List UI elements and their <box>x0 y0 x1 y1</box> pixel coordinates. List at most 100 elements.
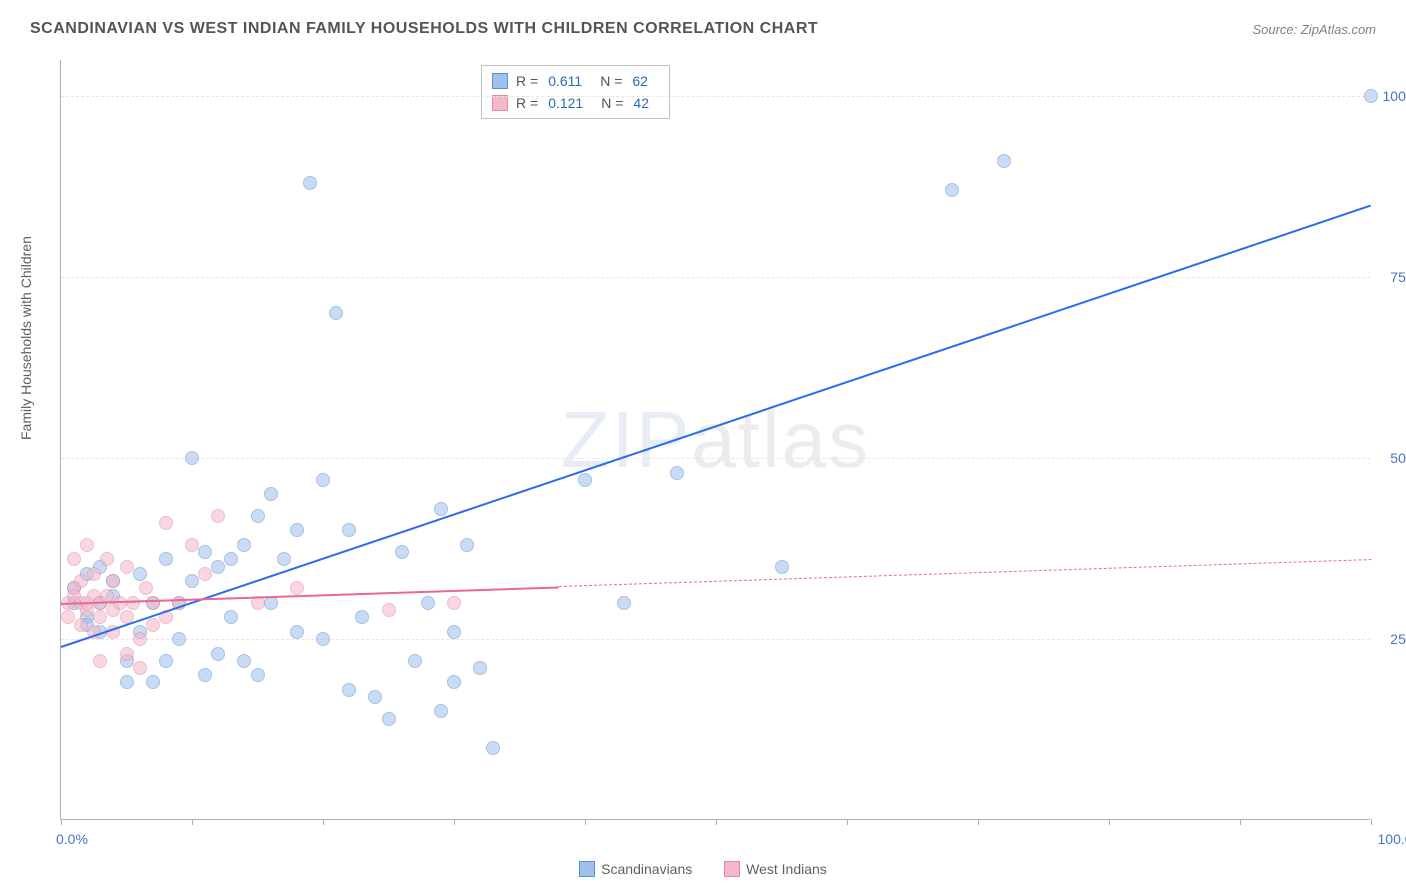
x-tick <box>1109 819 1110 825</box>
scatter-point <box>382 603 396 617</box>
scatter-point <box>473 661 487 675</box>
r-value-1: 0.611 <box>548 70 582 92</box>
legend-label-1: Scandinavians <box>601 861 692 877</box>
scatter-point <box>146 618 160 632</box>
scatter-point <box>303 176 317 190</box>
scatter-point <box>198 567 212 581</box>
scatter-point <box>100 552 114 566</box>
scatter-point <box>80 538 94 552</box>
scatter-point <box>198 668 212 682</box>
scatter-point <box>368 690 382 704</box>
legend-row-1: R = 0.611 N = 62 <box>492 70 659 92</box>
x-tick <box>847 819 848 825</box>
scatter-point <box>670 466 684 480</box>
swatch-westindian-bottom-icon <box>724 861 740 877</box>
scatter-point <box>74 574 88 588</box>
gridline <box>61 277 1370 278</box>
scatter-point <box>80 603 94 617</box>
scatter-point <box>342 683 356 697</box>
scatter-point <box>61 610 75 624</box>
scatter-point <box>67 552 81 566</box>
scatter-point <box>185 538 199 552</box>
watermark-atlas: atlas <box>691 395 870 484</box>
scatter-point <box>237 538 251 552</box>
x-tick <box>454 819 455 825</box>
scatter-point <box>447 625 461 639</box>
scatter-point <box>382 712 396 726</box>
scatter-point <box>395 545 409 559</box>
y-tick-label: 75.0% <box>1390 269 1406 285</box>
x-tick <box>323 819 324 825</box>
scatter-point <box>460 538 474 552</box>
scatter-point <box>224 552 238 566</box>
y-tick-label: 25.0% <box>1390 631 1406 647</box>
scatter-point <box>185 574 199 588</box>
gridline <box>61 639 1370 640</box>
scatter-point <box>264 596 278 610</box>
watermark: ZIPatlas <box>561 394 870 486</box>
chart-title: SCANDINAVIAN VS WEST INDIAN FAMILY HOUSE… <box>30 20 818 38</box>
scatter-point <box>617 596 631 610</box>
source-label: Source: ZipAtlas.com <box>1252 22 1376 37</box>
x-tick <box>1371 819 1372 825</box>
trend-line <box>61 586 559 604</box>
n-value-1: 62 <box>632 70 648 92</box>
scatter-point <box>237 654 251 668</box>
scatter-point <box>172 632 186 646</box>
scatter-point <box>264 487 278 501</box>
scatter-point <box>87 567 101 581</box>
scatter-point <box>133 567 147 581</box>
y-axis-label: Family Households with Children <box>18 236 34 440</box>
scatter-point <box>434 704 448 718</box>
scatter-point <box>133 632 147 646</box>
x-tick <box>61 819 62 825</box>
y-tick-label: 50.0% <box>1390 450 1406 466</box>
scatter-point <box>775 560 789 574</box>
scatter-point <box>146 675 160 689</box>
scatter-point <box>945 183 959 197</box>
scatter-point <box>120 560 134 574</box>
scatter-point <box>329 306 343 320</box>
scatter-point <box>211 560 225 574</box>
scatter-point <box>486 741 500 755</box>
legend-bottom: Scandinavians West Indians <box>0 861 1406 880</box>
scatter-point <box>447 596 461 610</box>
plot-area: ZIPatlas R = 0.611 N = 62 R = 0.121 N = … <box>60 60 1370 820</box>
gridline <box>61 96 1370 97</box>
scatter-point <box>447 675 461 689</box>
r-label: R = <box>516 70 538 92</box>
scatter-point <box>120 647 134 661</box>
scatter-point <box>93 654 107 668</box>
scatter-point <box>211 647 225 661</box>
scatter-point <box>316 473 330 487</box>
scatter-point <box>251 668 265 682</box>
x-tick <box>585 819 586 825</box>
scatter-point <box>224 610 238 624</box>
scatter-point <box>185 451 199 465</box>
scatter-point <box>74 618 88 632</box>
scatter-point <box>290 625 304 639</box>
scatter-point <box>126 596 140 610</box>
x-max-label: 100.0% <box>1378 831 1406 847</box>
scatter-point <box>146 596 160 610</box>
legend-label-2: West Indians <box>746 861 827 877</box>
n-label: N = <box>600 70 622 92</box>
x-tick <box>716 819 717 825</box>
scatter-point <box>290 523 304 537</box>
legend-item-westindian: West Indians <box>724 861 827 877</box>
x-tick <box>192 819 193 825</box>
y-tick-label: 100.0% <box>1383 88 1406 104</box>
x-tick <box>1240 819 1241 825</box>
scatter-point <box>316 632 330 646</box>
legend-item-scandinavian: Scandinavians <box>579 861 692 877</box>
scatter-point <box>159 552 173 566</box>
scatter-point <box>408 654 422 668</box>
scatter-point <box>159 654 173 668</box>
scatter-point <box>211 509 225 523</box>
scatter-point <box>251 509 265 523</box>
x-tick <box>978 819 979 825</box>
scatter-point <box>421 596 435 610</box>
scatter-point <box>139 581 153 595</box>
scatter-point <box>277 552 291 566</box>
x-min-label: 0.0% <box>56 831 88 847</box>
